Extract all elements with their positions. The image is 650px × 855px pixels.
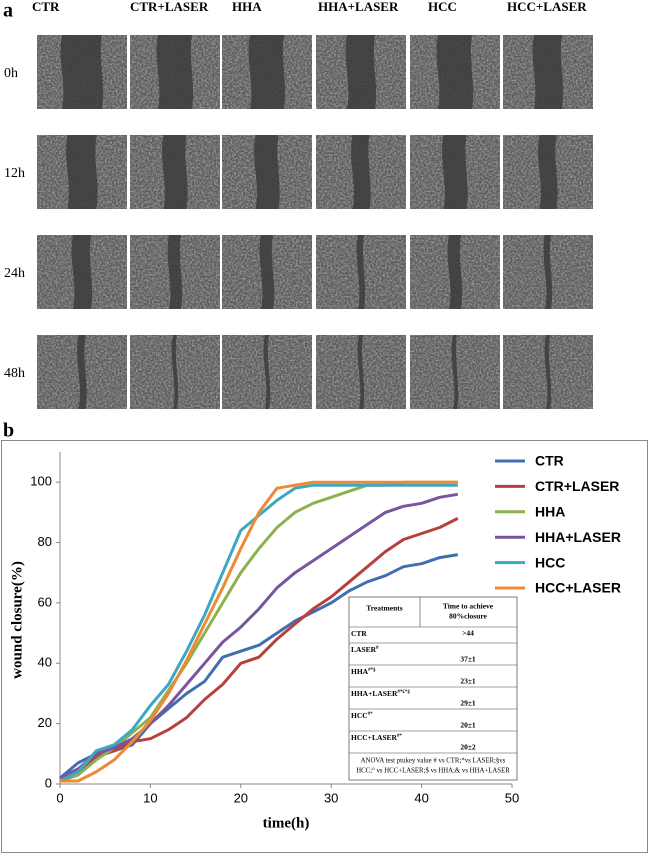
- row-label: 24h: [4, 266, 25, 281]
- table-cell: LASER#: [351, 645, 379, 654]
- x-tick-label: 40: [414, 790, 428, 805]
- y-tick-label: 100: [30, 474, 52, 489]
- wound-gap: [248, 35, 286, 109]
- table-cell: 37±1: [460, 655, 476, 664]
- significance-marks: #*: [397, 734, 403, 739]
- legend-label: CTR+LASER: [535, 478, 619, 494]
- x-tick-label: 30: [324, 790, 338, 805]
- wound-gap: [345, 35, 377, 109]
- column-label: CTR: [32, 0, 60, 14]
- legend-label: HHA: [535, 504, 565, 520]
- row-label: 12h: [4, 166, 25, 181]
- panel-label: b: [3, 420, 14, 442]
- x-tick-label: 10: [143, 790, 157, 805]
- wound-gap: [357, 335, 365, 409]
- x-tick-label: 20: [234, 790, 248, 805]
- wound-gap: [71, 235, 93, 309]
- row-label: 48h: [4, 366, 25, 381]
- table-cell: HCC#*: [351, 711, 373, 720]
- table-cell: 20±1: [460, 721, 476, 730]
- table-header: Treatments: [366, 604, 402, 613]
- treatment-name: HCC: [351, 711, 368, 720]
- column-label: CTR+LASER: [130, 0, 209, 14]
- legend-label: HHA+LASER: [535, 529, 621, 545]
- chart-frame: [1, 440, 648, 853]
- significance-marks: #*§: [368, 668, 376, 673]
- table-cell: 29±1: [460, 699, 476, 708]
- treatment-name: CTR: [351, 629, 367, 638]
- wound-gap: [66, 135, 98, 209]
- wound-gap: [538, 135, 558, 209]
- column-label: HCC: [428, 0, 457, 14]
- table-cell: >44: [462, 629, 474, 638]
- row-label: 0h: [4, 66, 18, 81]
- wound-gap: [436, 35, 474, 109]
- y-tick-label: 0: [45, 775, 52, 790]
- series-line: [60, 480, 458, 783]
- wound-gap: [451, 335, 459, 409]
- panel-a: CTR CTR+LASER HHA HHA+LASER HCC HCC+LASER 0h 12…: [4, 0, 593, 409]
- significance-marks: #*: [368, 712, 374, 717]
- column-label: HHA+LASER: [318, 0, 399, 14]
- table-cell: HHA+LASER#*£*§: [351, 689, 410, 698]
- series-line: [59, 517, 459, 783]
- wound-gap: [447, 235, 463, 309]
- column-label: HHA: [232, 0, 262, 14]
- x-tick-label: 50: [505, 790, 519, 805]
- y-tick-label: 60: [38, 594, 52, 609]
- y-tick-label: 20: [38, 715, 52, 730]
- table-cell: 23±1: [460, 677, 476, 686]
- legend-label: CTR: [535, 453, 564, 469]
- wound-gap: [442, 135, 468, 209]
- wound-gap: [356, 235, 366, 309]
- treatment-name: HCC+LASER: [351, 733, 398, 742]
- wound-gap: [162, 135, 188, 209]
- panel-label: a: [3, 0, 13, 22]
- wound-gap: [351, 135, 371, 209]
- table-cell: CTR: [351, 629, 367, 638]
- x-axis-label: time(h): [263, 815, 310, 831]
- x-tick-label: 0: [56, 790, 63, 805]
- legend-label: HCC+LASER: [535, 580, 621, 596]
- table-footnote: HCC;° vs HCC+LASER;$ vs HHA;& vs HHA+LAS…: [356, 768, 510, 775]
- treatment-name: LASER: [351, 645, 377, 654]
- y-tick-label: 40: [38, 655, 52, 670]
- wound-gap: [544, 335, 552, 409]
- treatment-name: HHA: [351, 667, 369, 676]
- significance-marks: #: [376, 646, 379, 651]
- wound-gap: [156, 35, 194, 109]
- wound-gap: [60, 35, 104, 109]
- table-bg: [348, 596, 518, 781]
- significance-marks: #*£*§: [397, 690, 410, 695]
- table-cell: HCC+LASER#*: [351, 733, 402, 742]
- wound-gap: [543, 235, 553, 309]
- table-cell: HHA#*§: [351, 667, 376, 676]
- table-footnote: ANOVA test ptukey value # vs CTR;*vs LAS…: [361, 758, 506, 765]
- wound-gap: [254, 135, 280, 209]
- table-header: 80%closure: [449, 612, 487, 621]
- table-cell: 20±2: [460, 743, 476, 752]
- y-axis-label: wound closure(%): [9, 561, 25, 679]
- wound-gap: [263, 335, 271, 409]
- wound-gap: [167, 235, 183, 309]
- series-line: [59, 492, 459, 780]
- column-label: HCC+LASER: [507, 0, 587, 14]
- wound-gap: [171, 335, 179, 409]
- legend-label: HCC: [535, 554, 565, 570]
- wound-gap: [259, 235, 275, 309]
- y-tick-label: 80: [38, 534, 52, 549]
- wound-gap: [532, 35, 564, 109]
- chart: 0 20 40 60 80 100 0 10 20 30 40 50 time(h) wound clos…: [9, 452, 621, 831]
- table-header: Time to achieve: [443, 602, 494, 611]
- wound-gap: [77, 335, 87, 409]
- treatment-name: HHA+LASER: [351, 689, 398, 698]
